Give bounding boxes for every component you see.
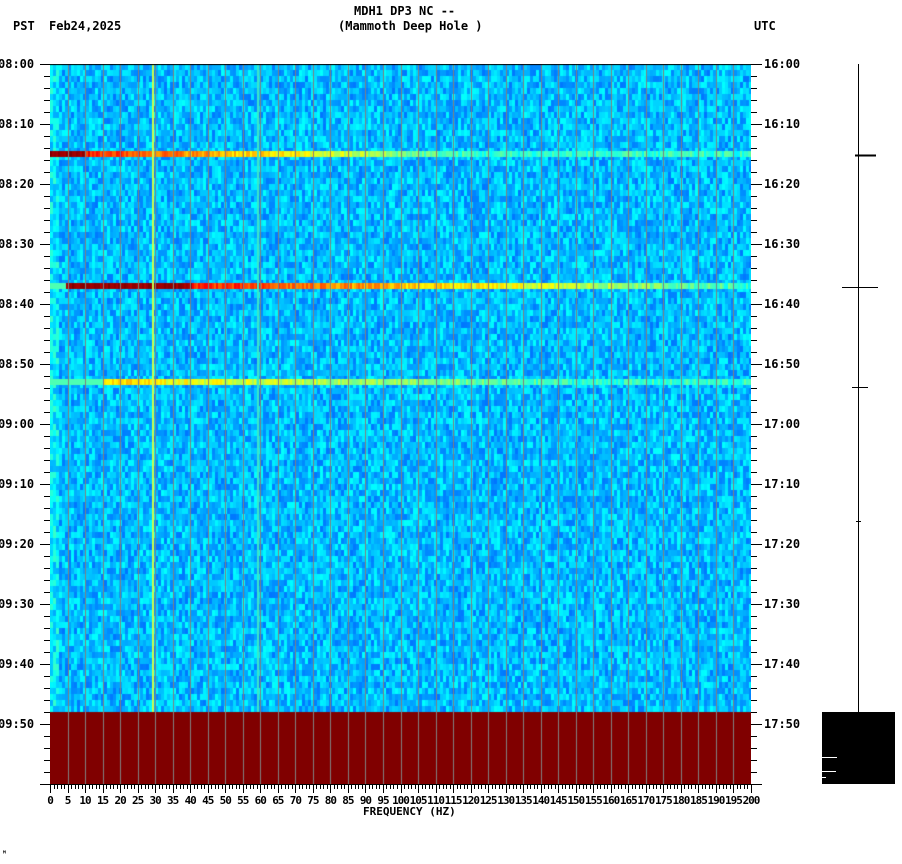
right-time-tick-label: 17:20 [764, 537, 801, 551]
frequency-tick-label: 200 [742, 794, 761, 807]
frequency-tick-label: 140 [532, 794, 550, 807]
frequency-tick-label: 135 [514, 794, 533, 807]
right-time-tick-label: 16:40 [764, 297, 801, 311]
trace-no-data-block [822, 712, 895, 784]
left-time-tick-label: 08:40 [0, 297, 35, 311]
frequency-tick-label: 120 [462, 794, 480, 807]
frequency-tick-label: 155 [584, 794, 603, 807]
left-time-tick-label: 09:30 [0, 597, 35, 611]
right-time-tick-label: 17:30 [764, 597, 801, 611]
frequency-tick-label: 130 [497, 794, 515, 807]
left-timezone-label: PST [13, 19, 35, 33]
right-time-tick-label: 16:00 [764, 57, 801, 71]
right-time-tick-label: 17:40 [764, 657, 801, 671]
frequency-tick-label: 190 [707, 794, 726, 807]
right-time-tick-label: 17:50 [764, 717, 801, 731]
left-time-tick-label: 09:00 [0, 417, 35, 431]
right-time-tick-label: 16:30 [764, 237, 801, 251]
frequency-tick-label: 75 [307, 794, 319, 807]
station-title: MDH1 DP3 NC -- [354, 4, 456, 18]
left-time-tick-label: 09:20 [0, 537, 35, 551]
footer-mark: ᴹ [2, 849, 7, 858]
frequency-tick-label: 50 [219, 794, 232, 807]
site-title: (Mammoth Deep Hole ) [338, 19, 483, 33]
left-time-tick-label: 08:30 [0, 237, 35, 251]
frequency-tick-label: 20 [114, 794, 126, 807]
right-timezone-label: UTC [754, 19, 776, 33]
left-time-tick-label: 08:50 [0, 357, 35, 371]
frequency-tick-label: 25 [132, 794, 144, 807]
frequency-tick-label: 65 [272, 794, 284, 807]
frequency-tick-label: 105 [409, 794, 428, 807]
frequency-tick-label: 70 [289, 794, 302, 807]
right-time-tick-label: 17:00 [764, 417, 801, 431]
frequency-tick-label: 90 [359, 794, 372, 807]
frequency-tick-label: 80 [324, 794, 337, 807]
x-axis-title: FREQUENCY (HZ) [363, 805, 456, 818]
right-time-tick-label: 16:20 [764, 177, 801, 191]
frequency-tick-label: 15 [96, 794, 109, 807]
frequency-tick-label: 195 [725, 794, 743, 807]
frequency-tick-label: 5 [64, 794, 72, 807]
frequency-tick-label: 30 [149, 794, 162, 807]
frequency-tick-label: 45 [202, 794, 214, 807]
frequency-tick-label: 170 [637, 794, 655, 807]
frequency-tick-label: 160 [602, 794, 620, 807]
frequency-tick-label: 185 [689, 794, 708, 807]
seismogram-trace [822, 64, 895, 784]
frequency-tick-label: 10 [79, 794, 91, 807]
spectrogram-plot [50, 64, 751, 784]
frequency-tick-label: 60 [254, 794, 267, 807]
frequency-tick-label: 125 [479, 794, 498, 807]
frequency-tick-label: 95 [377, 794, 389, 807]
date-label: Feb24,2025 [49, 19, 122, 33]
left-time-tick-label: 08:10 [0, 117, 35, 131]
left-time-tick-label: 08:00 [0, 57, 35, 71]
left-time-tick-label: 09:40 [0, 657, 35, 671]
frequency-tick-label: 85 [342, 794, 354, 807]
frequency-tick-label: 165 [619, 794, 638, 807]
spectrogram-heatmap [50, 64, 751, 784]
frequency-tick-label: 145 [549, 794, 568, 807]
frequency-tick-label: 100 [392, 794, 410, 807]
frequency-tick-label: 175 [654, 794, 673, 807]
left-time-tick-label: 08:20 [0, 177, 35, 191]
frequency-tick-label: 115 [444, 794, 463, 807]
frequency-tick-label: 180 [672, 794, 690, 807]
frequency-tick-label: 40 [184, 794, 197, 807]
frequency-tick-label: 110 [427, 794, 445, 807]
frequency-tick-label: 150 [567, 794, 585, 807]
right-time-tick-label: 16:10 [764, 117, 801, 131]
frequency-tick-label: 35 [167, 794, 179, 807]
left-time-tick-label: 09:10 [0, 477, 35, 491]
left-time-tick-label: 09:50 [0, 717, 35, 731]
frequency-tick-label: 0 [47, 794, 54, 807]
right-time-tick-label: 17:10 [764, 477, 801, 491]
frequency-tick-label: 55 [237, 794, 249, 807]
right-time-tick-label: 16:50 [764, 357, 801, 371]
